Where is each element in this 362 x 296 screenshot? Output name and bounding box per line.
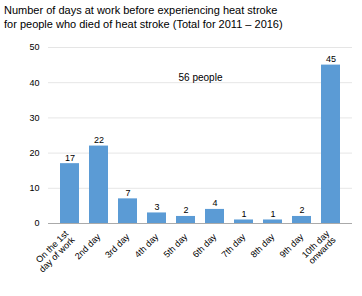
svg-text:6th day: 6th day [190, 231, 218, 259]
svg-text:1: 1 [270, 209, 275, 219]
svg-text:10: 10 [29, 183, 39, 193]
html-text:for people who died of heat st: for people who died of heat stroke (Tota… [4, 18, 283, 30]
svg-text:50: 50 [29, 42, 39, 52]
svg-text:7: 7 [125, 188, 130, 198]
svg-text:2: 2 [183, 205, 188, 215]
svg-text:1: 1 [241, 209, 246, 219]
svg-text:45: 45 [326, 54, 336, 64]
svg-text:2: 2 [299, 205, 304, 215]
svg-text:20: 20 [29, 148, 39, 158]
svg-text:0: 0 [34, 218, 39, 228]
svg-text:3: 3 [154, 202, 159, 212]
svg-text:8th day: 8th day [248, 231, 276, 259]
svg-text:3rd day: 3rd day [103, 231, 132, 260]
svg-text:10th dayonwards: 10th dayonwards [300, 228, 338, 266]
svg-text:2nd day: 2nd day [73, 231, 103, 261]
svg-text:22: 22 [94, 135, 104, 145]
svg-text:56 people: 56 people [179, 72, 223, 83]
svg-text:30: 30 [29, 113, 39, 123]
svg-text:4: 4 [212, 198, 217, 208]
svg-text:7th day: 7th day [219, 231, 247, 259]
svg-text:40: 40 [29, 78, 39, 88]
svg-text:4th day: 4th day [132, 231, 160, 259]
svg-text:On the 1stday of work: On the 1stday of work [31, 228, 77, 274]
svg-text:5th day: 5th day [161, 231, 189, 259]
html-text:Number of days at work before: Number of days at work before experienci… [4, 4, 278, 16]
svg-text:9th day: 9th day [277, 231, 306, 260]
svg-text:17: 17 [65, 153, 75, 163]
